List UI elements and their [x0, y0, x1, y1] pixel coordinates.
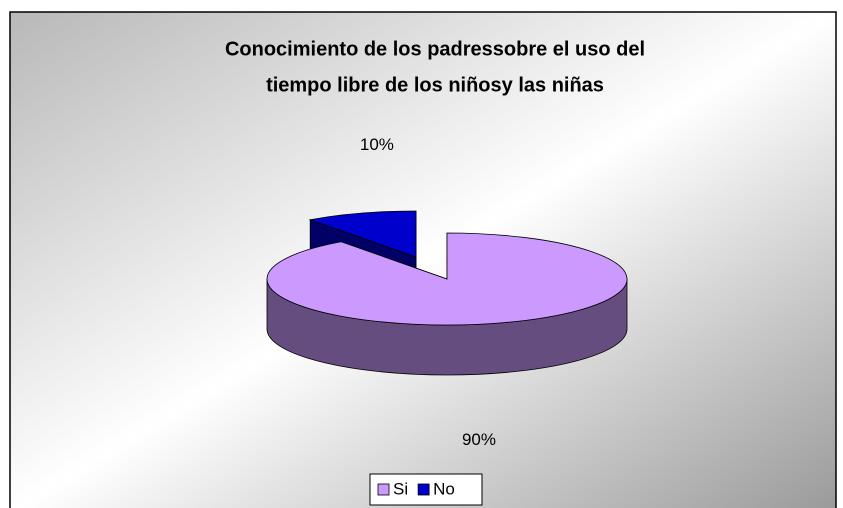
chart-title: tiempo libre de los niñosy las niñas	[266, 74, 604, 96]
slice	[308, 210, 417, 258]
legend-label: No	[433, 479, 455, 498]
slice	[266, 232, 628, 326]
legend-swatch	[377, 483, 390, 496]
chart-area	[9, 11, 837, 508]
legend-swatch	[417, 483, 430, 496]
data-label: 10%	[360, 135, 394, 154]
data-label: 90%	[462, 430, 496, 449]
chart-title: Conocimiento de los padressobre el uso d…	[225, 38, 645, 60]
legend-label: Si	[393, 479, 408, 498]
